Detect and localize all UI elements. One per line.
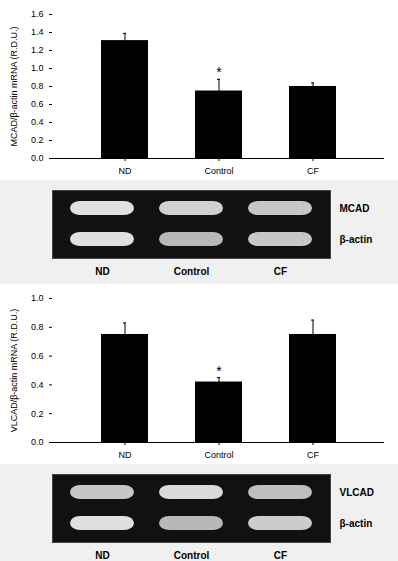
svg-text:*: * <box>216 363 222 379</box>
svg-text:0.8: 0.8 <box>31 322 44 332</box>
svg-text:0.0: 0.0 <box>31 153 44 163</box>
svg-text:1.0: 1.0 <box>31 63 44 73</box>
svg-text:Control: Control <box>174 266 210 277</box>
svg-text:MCAD/β-actin mRNA (R.D.U.): MCAD/β-actin mRNA (R.D.U.) <box>9 26 19 146</box>
svg-text:0.2: 0.2 <box>31 409 44 419</box>
svg-text:β-actin: β-actin <box>340 518 373 529</box>
svg-text:0.4: 0.4 <box>31 117 44 127</box>
svg-text:ND: ND <box>119 450 132 460</box>
svg-text:1.4: 1.4 <box>31 27 44 37</box>
svg-text:0.2: 0.2 <box>31 135 44 145</box>
svg-text:CF: CF <box>307 166 319 176</box>
svg-text:CF: CF <box>274 550 287 561</box>
svg-text:0.8: 0.8 <box>31 81 44 91</box>
svg-text:0.6: 0.6 <box>31 351 44 361</box>
svg-text:CF: CF <box>307 450 319 460</box>
svg-text:β-actin: β-actin <box>340 234 373 245</box>
svg-text:1.0: 1.0 <box>31 293 44 303</box>
svg-text:MCAD: MCAD <box>340 203 370 214</box>
svg-text:Control: Control <box>174 550 210 561</box>
svg-text:0.0: 0.0 <box>31 437 44 447</box>
svg-text:VLCAD: VLCAD <box>340 487 374 498</box>
svg-text:ND: ND <box>95 550 109 561</box>
svg-text:Control: Control <box>204 166 233 176</box>
svg-text:CF: CF <box>274 266 287 277</box>
svg-text:0.6: 0.6 <box>31 99 44 109</box>
svg-text:ND: ND <box>95 266 109 277</box>
svg-text:1.2: 1.2 <box>31 45 44 55</box>
svg-text:Control: Control <box>204 450 233 460</box>
svg-text:VLCAD/β-actin mRNA (R.D.U.): VLCAD/β-actin mRNA (R.D.U.) <box>9 309 19 433</box>
svg-text:0.4: 0.4 <box>31 380 44 390</box>
svg-text:*: * <box>216 64 222 80</box>
svg-text:ND: ND <box>119 166 132 176</box>
svg-text:1.6: 1.6 <box>31 9 44 19</box>
